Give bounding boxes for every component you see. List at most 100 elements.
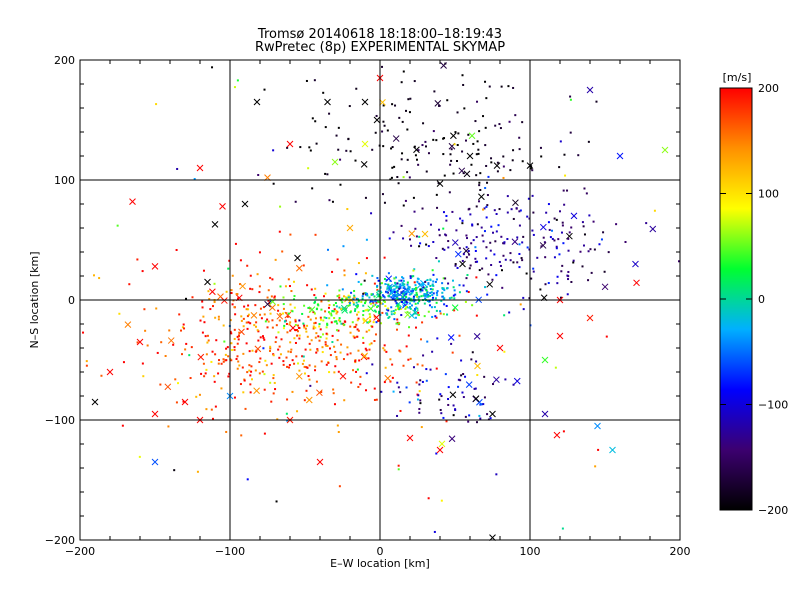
data-point — [335, 356, 338, 359]
data-point — [461, 150, 464, 153]
data-point — [430, 291, 433, 294]
data-point — [315, 351, 318, 354]
data-point — [353, 294, 356, 297]
data-point — [242, 317, 245, 320]
data-point — [356, 328, 359, 331]
data-point — [435, 257, 438, 260]
data-point — [587, 140, 590, 143]
data-point — [418, 390, 421, 393]
data-point — [390, 306, 393, 309]
data-point — [310, 339, 313, 342]
data-point — [229, 319, 232, 322]
data-point — [458, 334, 461, 337]
data-point — [155, 103, 158, 106]
data-cross — [211, 221, 219, 228]
data-point — [369, 302, 372, 305]
data-point — [519, 209, 522, 212]
data-cross — [513, 377, 521, 385]
data-point — [337, 370, 340, 373]
data-point — [298, 334, 301, 337]
data-point — [383, 300, 386, 303]
data-point — [352, 369, 355, 372]
data-point — [470, 163, 473, 166]
data-point — [286, 419, 289, 422]
data-point — [418, 282, 421, 285]
data-point — [210, 408, 213, 411]
data-point — [298, 319, 301, 322]
data-cross — [151, 263, 159, 270]
data-point — [311, 117, 314, 120]
data-point — [518, 252, 521, 255]
data-cross — [601, 283, 609, 291]
data-point — [233, 348, 236, 351]
data-point — [407, 285, 410, 288]
data-point — [471, 223, 474, 226]
data-point — [362, 341, 365, 344]
data-point — [254, 304, 257, 307]
data-cross — [586, 314, 594, 322]
data-point — [141, 270, 144, 273]
data-point — [490, 264, 493, 267]
data-point — [249, 322, 252, 325]
data-point — [352, 297, 355, 300]
data-point — [518, 266, 521, 269]
x-tick-label: −100 — [215, 545, 245, 558]
data-point — [257, 173, 260, 176]
chart-subtitle: RwPretec (8p) EXPERIMENTAL SKYMAP — [255, 40, 505, 55]
data-point — [362, 292, 365, 295]
data-point — [402, 176, 405, 179]
data-point — [322, 319, 325, 322]
data-point — [395, 322, 398, 325]
data-point — [449, 163, 452, 166]
data-point — [155, 307, 158, 310]
grid-lines — [80, 60, 680, 540]
data-point — [495, 230, 498, 233]
data-point — [307, 375, 310, 378]
data-point — [418, 295, 421, 298]
data-point — [454, 409, 457, 412]
data-point — [263, 388, 266, 391]
data-point — [381, 65, 384, 68]
data-point — [414, 312, 417, 315]
data-point — [442, 313, 445, 316]
data-point — [173, 469, 176, 472]
data-points — [82, 62, 680, 541]
data-point — [402, 364, 405, 367]
data-point — [302, 264, 305, 267]
data-point — [213, 301, 216, 304]
data-point — [338, 296, 341, 299]
data-point — [587, 279, 590, 282]
data-point — [319, 328, 322, 331]
data-point — [482, 240, 485, 243]
data-point — [553, 217, 556, 220]
data-point — [314, 233, 317, 236]
data-point — [206, 341, 209, 344]
data-point — [509, 252, 512, 255]
data-point — [529, 167, 532, 170]
data-point — [246, 478, 249, 481]
data-point — [376, 277, 379, 280]
data-point — [518, 148, 521, 151]
data-point — [246, 315, 249, 318]
data-point — [429, 294, 432, 297]
data-point — [257, 330, 260, 333]
data-point — [314, 287, 317, 290]
data-point — [341, 301, 344, 304]
data-point — [471, 224, 474, 227]
data-point — [361, 297, 364, 300]
data-point — [409, 277, 412, 280]
data-point — [450, 296, 453, 299]
data-point — [409, 97, 412, 100]
data-point — [370, 212, 373, 215]
data-point — [478, 181, 481, 184]
data-point — [453, 289, 456, 292]
data-point — [443, 289, 446, 292]
data-cross — [486, 280, 494, 288]
data-point — [298, 369, 301, 372]
data-point — [603, 270, 606, 273]
data-point — [395, 290, 398, 293]
data-point — [373, 282, 376, 285]
data-point — [380, 282, 383, 285]
data-point — [225, 347, 228, 350]
data-point — [318, 323, 321, 326]
